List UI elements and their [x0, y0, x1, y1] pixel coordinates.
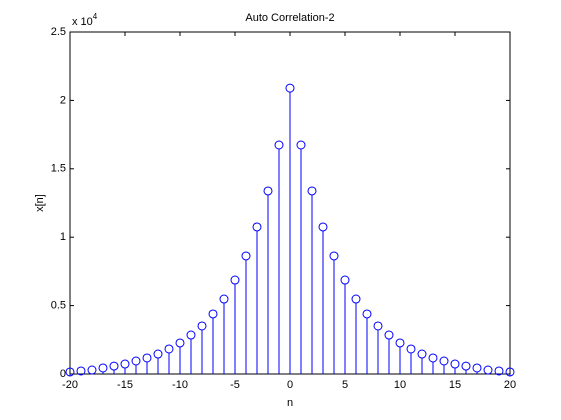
stem-marker [395, 338, 405, 348]
y-tick-label: 0.5 [51, 300, 66, 312]
x-tick-label: -20 [62, 379, 78, 391]
stem-marker [340, 275, 350, 285]
y-tick-label: 1 [60, 231, 66, 243]
y-multiplier: x 104 [72, 12, 98, 28]
stem-marker [153, 349, 163, 359]
stem-marker [373, 321, 383, 331]
multiplier-base: x 10 [72, 16, 93, 28]
stem-marker [296, 140, 306, 150]
stem-marker [87, 365, 97, 375]
stem-marker [241, 251, 251, 261]
stem-marker [175, 338, 185, 348]
stem-marker [417, 349, 427, 359]
x-tick-label: -10 [172, 379, 188, 391]
multiplier-exponent: 4 [93, 12, 98, 21]
stem-marker [439, 356, 449, 366]
stem-marker [461, 361, 471, 371]
stem-marker [109, 361, 119, 371]
stem-marker [230, 275, 240, 285]
stem-marker [65, 367, 75, 377]
x-axis-label: n [287, 397, 293, 409]
stem-marker [318, 222, 328, 232]
stem-marker [263, 186, 273, 196]
stem-marker [450, 359, 460, 369]
y-axis-label: x[n] [34, 194, 46, 212]
stem-marker [131, 356, 141, 366]
stem-marker [428, 353, 438, 363]
stem-marker [384, 330, 394, 340]
stem-marker [307, 186, 317, 196]
stem-marker [494, 366, 504, 376]
stem-marker [164, 344, 174, 354]
stem-marker [362, 309, 372, 319]
x-tick-label: -15 [117, 379, 133, 391]
stem-marker [505, 367, 515, 377]
stem-marker [274, 140, 284, 150]
stem-marker [285, 83, 295, 93]
y-tick-label: 1.5 [51, 163, 66, 175]
x-tick-label: 15 [449, 379, 461, 391]
stem-marker [186, 330, 196, 340]
stem-marker [406, 344, 416, 354]
x-tick-label: 10 [394, 379, 406, 391]
stem-marker [76, 366, 86, 376]
stem-marker [472, 363, 482, 373]
x-tick-label: 20 [504, 379, 516, 391]
x-tick-label: 0 [287, 379, 293, 391]
stem-marker [219, 294, 229, 304]
stem-marker [252, 222, 262, 232]
stem-marker [142, 353, 152, 363]
y-tick-label: 2 [60, 94, 66, 106]
y-tick-label: 0 [60, 368, 66, 380]
stem-marker [197, 321, 207, 331]
stem-marker [483, 365, 493, 375]
stem-marker [208, 309, 218, 319]
y-tick-label: 2.5 [51, 26, 66, 38]
stem-marker [98, 363, 108, 373]
x-tick-label: 5 [342, 379, 348, 391]
chart-title: Auto Correlation-2 [245, 12, 334, 24]
stem-marker [351, 294, 361, 304]
stem-marker [329, 251, 339, 261]
x-tick-label: -5 [230, 379, 240, 391]
stem-marker [120, 359, 130, 369]
